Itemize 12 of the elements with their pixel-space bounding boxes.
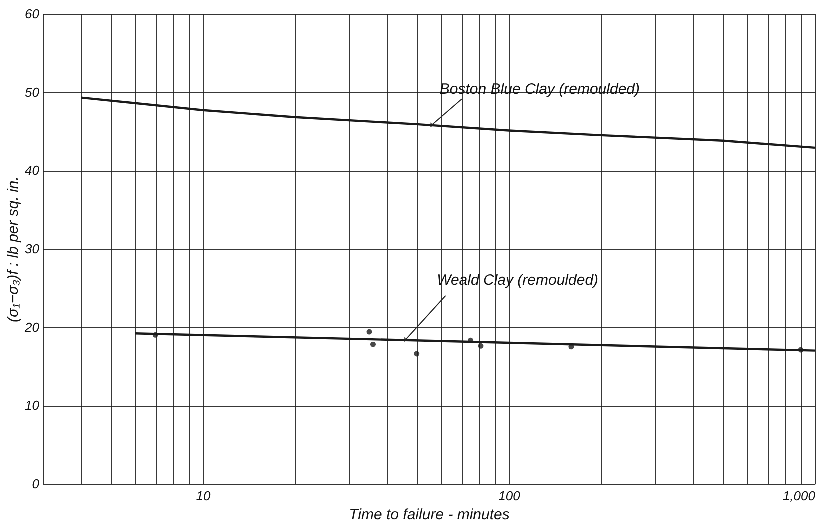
y-tick-label: 40	[25, 163, 40, 178]
y-tick-label: 0	[32, 476, 40, 492]
x-tick-label: 100	[498, 488, 522, 504]
x-tick-label: 10	[196, 488, 212, 504]
x-axis-title: Time to failure - minutes	[349, 506, 510, 524]
x-tick-label: 1,000	[782, 488, 816, 504]
y-tick-label: 60	[25, 6, 40, 22]
y-tick-label: 20	[24, 320, 40, 335]
y-tick-label: 10	[25, 398, 40, 414]
y-axis-title: (σ₁−σ₃)f : lb per sq. in.	[5, 176, 22, 322]
y-tick-label: 50	[25, 84, 40, 100]
y-tick-label: 30	[25, 242, 40, 256]
